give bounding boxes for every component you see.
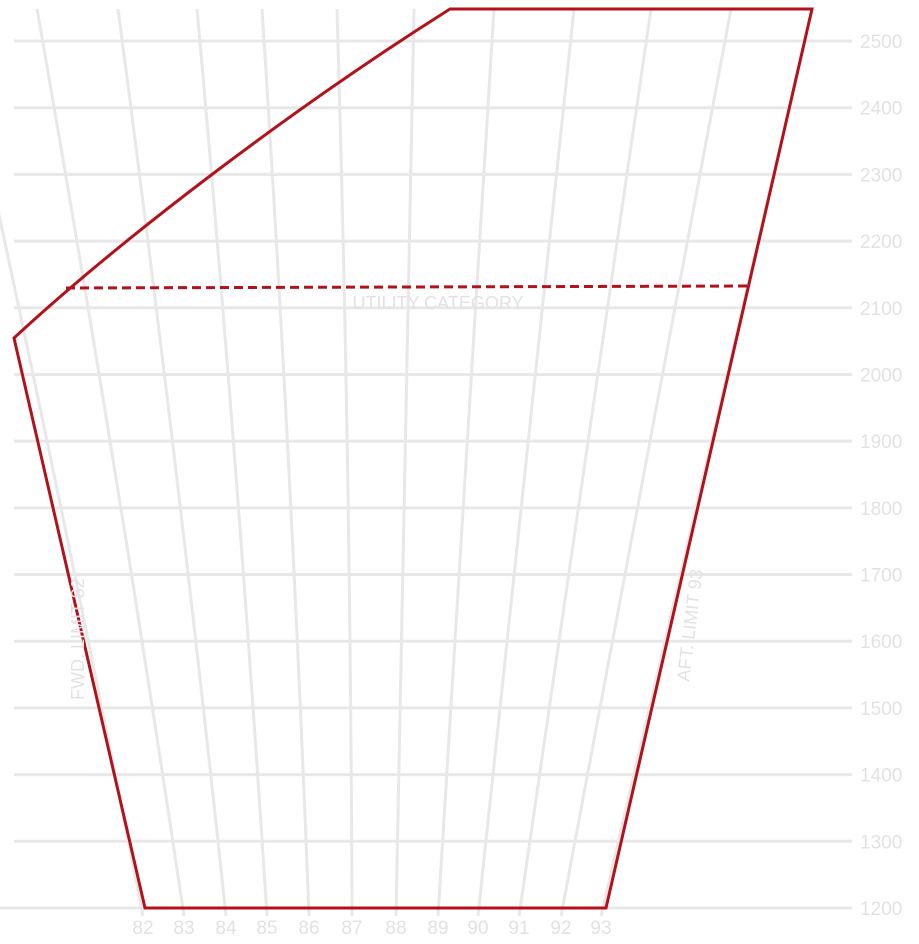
- grid-cg-line: [559, 8, 733, 917]
- x-tick-label: 84: [215, 918, 237, 939]
- grid-cg-line: [0, 212, 145, 917]
- tick-layer: 1200 1300 1400 1500 1600 1700 1800 1900 2000 2100…: [132, 32, 902, 939]
- x-tick-label: 83: [173, 918, 194, 939]
- grid-cg-line: [517, 8, 653, 917]
- grid-cg-line: [260, 8, 311, 917]
- x-tick-label: 82: [132, 918, 153, 939]
- x-tick-label: 86: [298, 918, 319, 939]
- y-tick-label: 1900: [860, 432, 902, 453]
- y-tick-label: 2000: [860, 365, 902, 386]
- grid-cg-line: [394, 8, 416, 917]
- series-layer: [12, 7, 814, 910]
- x-tick-label: 90: [467, 918, 488, 939]
- envelope-limit-line: [12, 7, 814, 910]
- x-tick-label: 85: [256, 918, 277, 939]
- x-tick-label: 89: [427, 918, 448, 939]
- grid-cg-line: [476, 8, 576, 917]
- x-tick-label: 91: [508, 918, 529, 939]
- y-tick-label: 1500: [860, 699, 902, 720]
- utility-category-label: UTILITY CATEGORY: [352, 293, 523, 313]
- x-tick-label: 87: [341, 918, 362, 939]
- annotation-layer: UTILITY CATEGORY FWD. LIMIT 82 AFT. LIMI…: [68, 293, 707, 700]
- y-tick-label: 1700: [860, 566, 902, 587]
- x-tick-label: 93: [590, 918, 611, 939]
- y-tick-label: 1800: [860, 499, 902, 520]
- y-tick-label: 2300: [860, 165, 902, 186]
- y-tick-label: 2400: [860, 99, 902, 120]
- grid-cg-line: [335, 8, 354, 917]
- grid-cg-line: [35, 8, 186, 917]
- y-tick-label: 1600: [860, 632, 902, 653]
- grid-layer: [0, 8, 852, 917]
- y-tick-label: 2200: [860, 232, 902, 253]
- y-tick-label: 1400: [860, 766, 902, 787]
- utility-category-line: [65, 284, 749, 290]
- x-tick-label: 92: [550, 918, 571, 939]
- y-tick-label: 1200: [860, 899, 902, 920]
- grid-cg-line: [116, 8, 228, 917]
- x-tick-label: 88: [385, 918, 406, 939]
- y-tick-label: 2100: [860, 299, 902, 320]
- grid-cg-line: [436, 8, 496, 917]
- fwd-limit-label: FWD. LIMIT 82: [68, 578, 88, 700]
- grid-cg-line: [195, 8, 269, 917]
- y-tick-label: 2500: [860, 32, 902, 53]
- y-tick-label: 1300: [860, 832, 902, 853]
